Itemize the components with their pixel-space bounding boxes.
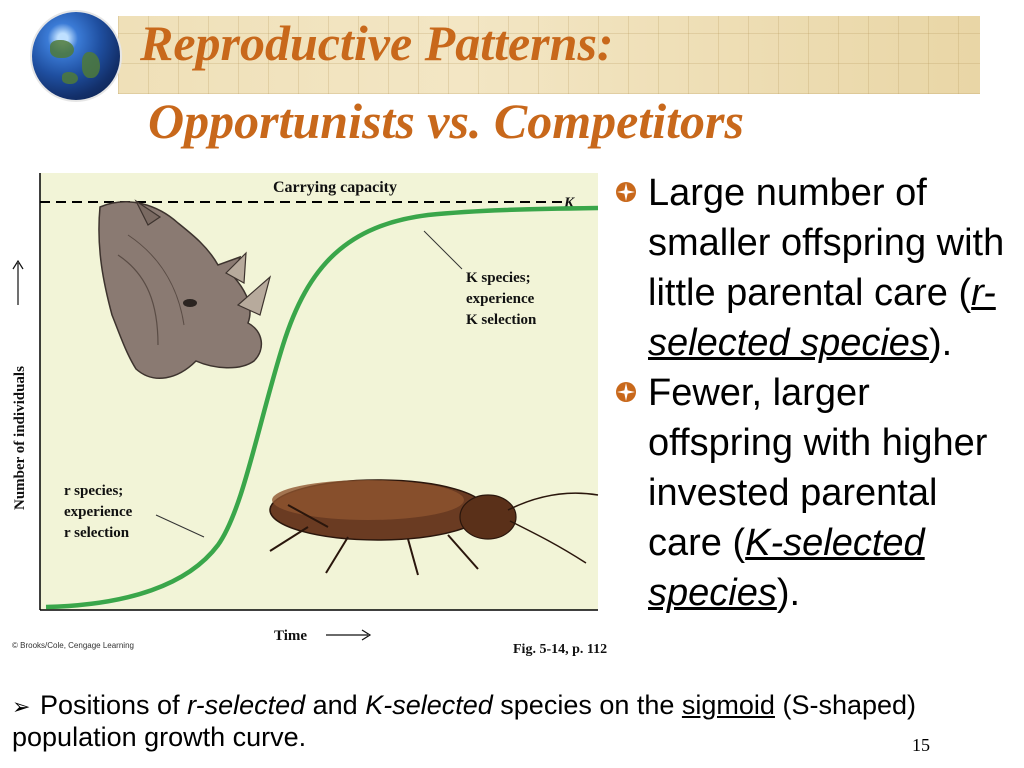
slide-number: 15 bbox=[912, 735, 930, 755]
r-note-line-1: r species; bbox=[64, 483, 123, 499]
caption-sigmoid: sigmoid bbox=[681, 690, 775, 720]
rhinoceros-illustration bbox=[98, 199, 272, 379]
slide-title-line-2: Opportunists vs. Competitors bbox=[148, 93, 744, 149]
bullet-text-end: ). bbox=[776, 572, 801, 614]
r-note-line-2: experience bbox=[64, 504, 133, 520]
k-note-line-1: K species; bbox=[466, 270, 531, 286]
caption-k-selected: K-selected bbox=[365, 690, 493, 720]
sigmoid-growth-curve bbox=[45, 205, 599, 610]
caption-text: Positions of bbox=[40, 690, 188, 720]
bullet-k-selected: Fewer, larger offspring with higher inve… bbox=[612, 368, 1016, 618]
caption-text: species on the bbox=[492, 690, 682, 720]
r-note-line-3: r selection bbox=[64, 525, 130, 541]
caption-text: and bbox=[305, 690, 366, 720]
caption-text: (S-shaped) population growth curve. bbox=[12, 690, 917, 752]
r-note-leader bbox=[155, 514, 205, 538]
compass-bullet-icon bbox=[616, 182, 636, 202]
x-axis-label: Time bbox=[274, 628, 307, 644]
figure-reference: Fig. 5-14, p. 112 bbox=[513, 642, 607, 657]
k-note-leader bbox=[423, 230, 463, 270]
arrowhead-bullet-icon: ➢ bbox=[12, 694, 31, 719]
k-note-line-2: experience bbox=[466, 291, 535, 307]
image-credit: © Brooks/Cole, Cengage Learning bbox=[12, 641, 134, 650]
compass-bullet-icon bbox=[616, 382, 636, 402]
bullet-emphasis: r-selected species bbox=[648, 272, 996, 364]
carrying-capacity-label: Carrying capacity bbox=[273, 179, 397, 196]
caption-r-selected: r-selected bbox=[187, 690, 306, 720]
title-banner bbox=[118, 16, 980, 94]
figure-caption: ➢ Positions of r-selected and K-selected … bbox=[12, 690, 972, 753]
bullet-list: Large number of smaller offspring with l… bbox=[612, 168, 1016, 618]
k-note-line-3: K selection bbox=[466, 312, 537, 328]
y-axis-label: Number of individuals bbox=[12, 366, 28, 510]
cockroach-illustration bbox=[269, 479, 599, 576]
bullet-r-selected: Large number of smaller offspring with l… bbox=[612, 168, 1016, 368]
bullet-text-end: ). bbox=[928, 322, 953, 364]
bullet-text: Large number of smaller offspring with l… bbox=[648, 172, 1005, 314]
slide-title-line-1: Reproductive Patterns: bbox=[140, 15, 614, 71]
growth-curve-figure: Carrying capacity K K species; experienc… bbox=[12, 173, 607, 657]
bullet-text: Fewer, larger offspring with higher inve… bbox=[648, 372, 988, 564]
bullet-emphasis: K-selected species bbox=[648, 522, 925, 614]
globe-logo bbox=[32, 12, 120, 100]
